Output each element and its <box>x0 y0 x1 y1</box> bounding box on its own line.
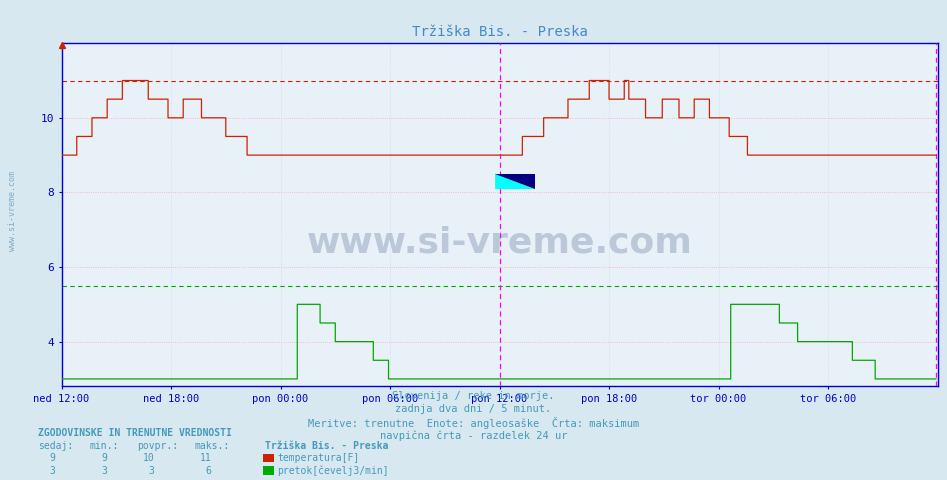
Text: sedaj:: sedaj: <box>38 441 73 451</box>
Text: 10: 10 <box>143 453 154 463</box>
Text: www.si-vreme.com: www.si-vreme.com <box>8 171 17 251</box>
Text: Slovenija / reke in morje.: Slovenija / reke in morje. <box>392 391 555 401</box>
Text: 3: 3 <box>149 466 154 476</box>
Text: www.si-vreme.com: www.si-vreme.com <box>307 225 692 259</box>
Text: 3: 3 <box>101 466 107 476</box>
Text: min.:: min.: <box>90 441 119 451</box>
Polygon shape <box>495 174 535 189</box>
Text: 11: 11 <box>200 453 211 463</box>
Text: pretok[čevelj3/min]: pretok[čevelj3/min] <box>277 465 389 476</box>
Text: ZGODOVINSKE IN TRENUTNE VREDNOSTI: ZGODOVINSKE IN TRENUTNE VREDNOSTI <box>38 428 232 438</box>
Text: 3: 3 <box>49 466 55 476</box>
Text: Tržiška Bis. - Preska: Tržiška Bis. - Preska <box>265 441 388 451</box>
Text: zadnja dva dni / 5 minut.: zadnja dva dni / 5 minut. <box>396 404 551 414</box>
Text: 6: 6 <box>205 466 211 476</box>
Text: temperatura[F]: temperatura[F] <box>277 453 360 463</box>
FancyBboxPatch shape <box>495 174 535 189</box>
Text: 9: 9 <box>101 453 107 463</box>
Text: maks.:: maks.: <box>194 441 229 451</box>
Text: 9: 9 <box>49 453 55 463</box>
Polygon shape <box>495 174 535 189</box>
Title: Tržiška Bis. - Preska: Tržiška Bis. - Preska <box>412 25 587 39</box>
Text: povpr.:: povpr.: <box>137 441 178 451</box>
Text: Meritve: trenutne  Enote: angleosaške  Črta: maksimum: Meritve: trenutne Enote: angleosaške Črt… <box>308 417 639 429</box>
Text: navpična črta - razdelek 24 ur: navpična črta - razdelek 24 ur <box>380 430 567 441</box>
